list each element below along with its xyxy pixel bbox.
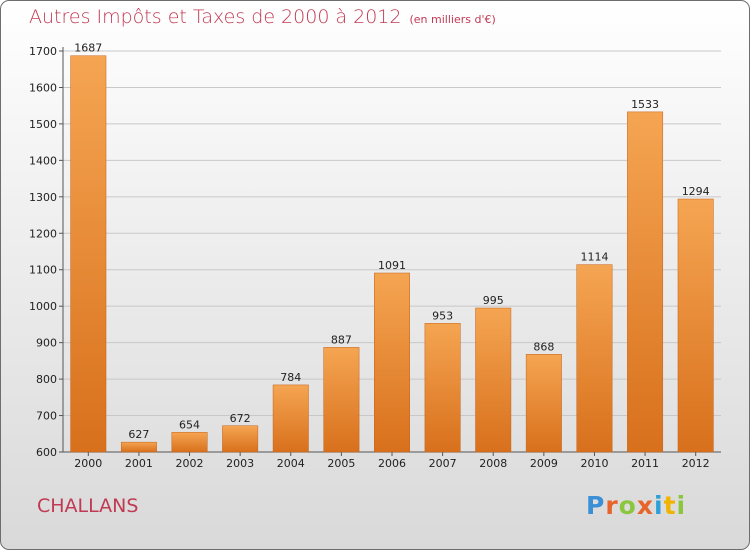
bar-2004	[272, 384, 309, 453]
data-label-2008: 995	[483, 294, 504, 307]
logo-letter: o	[618, 491, 637, 520]
data-label-2005: 887	[331, 333, 352, 346]
x-tick-label-2008: 2008	[479, 457, 507, 470]
bar-2000	[70, 55, 107, 453]
logo-letter: x	[636, 491, 654, 520]
label-layer: 1687 627 654 672 784 887 1091 953 995 868 1114 1533…	[74, 42, 709, 441]
proxiti-logo[interactable]: Proxiti	[586, 491, 686, 520]
bar-2005	[323, 347, 360, 453]
place-name: CHALLANS	[37, 495, 139, 517]
logo-letter: P	[586, 491, 606, 520]
bar-2001	[120, 441, 157, 453]
x-tick-label-2002: 2002	[176, 457, 204, 470]
logo-letter: i	[654, 491, 664, 520]
y-tick-label: 1500	[29, 118, 57, 131]
data-label-2012: 1294	[682, 185, 710, 198]
axis-layer: 600 700 800 900 1000 1100 1200 1300 1400 1500 1600…	[29, 45, 721, 470]
bar-2007	[424, 323, 461, 453]
chart-subtitle: (en milliers d'€)	[409, 13, 496, 26]
x-tick-label-2009: 2009	[530, 457, 558, 470]
data-label-2009: 868	[533, 340, 554, 353]
bar-2003	[222, 425, 259, 453]
x-tick-label-2003: 2003	[226, 457, 254, 470]
bar-2006	[374, 272, 410, 453]
y-tick-label: 1000	[29, 300, 57, 313]
y-tick-label: 900	[36, 337, 57, 350]
data-label-2006: 1091	[378, 259, 406, 272]
x-tick-label-2000: 2000	[74, 457, 102, 470]
x-tick-label-2001: 2001	[125, 457, 153, 470]
y-tick-label: 800	[36, 373, 57, 386]
data-label-2007: 953	[432, 309, 453, 322]
data-label-2001: 627	[128, 428, 149, 441]
bar-2011	[627, 111, 664, 453]
data-label-2000: 1687	[74, 42, 102, 55]
y-tick-label: 1400	[29, 154, 57, 167]
chart-title-block: Autres Impôts et Taxes de 2000 à 2012 (en…	[29, 6, 496, 28]
x-tick-label-2011: 2011	[631, 457, 659, 470]
x-tick-label-2007: 2007	[429, 457, 457, 470]
y-tick-label: 1600	[29, 81, 57, 94]
bar-2012	[677, 198, 714, 453]
logo-letter: i	[676, 491, 687, 520]
y-tick-label: 600	[36, 446, 57, 459]
y-tick-label: 1300	[29, 191, 57, 204]
y-tick-label: 1700	[29, 45, 57, 58]
data-label-2003: 672	[230, 412, 251, 425]
bar-2009	[525, 354, 562, 453]
data-label-2010: 1114	[580, 251, 608, 264]
x-tick-label-2005: 2005	[327, 457, 355, 470]
bar-2010	[576, 264, 613, 453]
data-label-2011: 1533	[631, 98, 659, 111]
x-tick-label-2012: 2012	[682, 457, 710, 470]
bar-2002	[171, 432, 208, 453]
bar-2008	[475, 307, 512, 453]
y-tick-label: 700	[36, 410, 57, 423]
data-label-2004: 784	[280, 371, 301, 384]
bar-layer	[70, 55, 714, 453]
x-tick-label-2006: 2006	[378, 457, 406, 470]
y-tick-label: 1200	[29, 227, 57, 240]
x-tick-label-2004: 2004	[277, 457, 305, 470]
logo-letter: t	[663, 491, 677, 520]
data-label-2002: 654	[179, 418, 200, 431]
y-tick-label: 1100	[29, 264, 57, 277]
x-tick-label-2010: 2010	[580, 457, 608, 470]
logo-letter: r	[605, 491, 619, 520]
chart-title: Autres Impôts et Taxes de 2000 à 2012	[29, 6, 402, 28]
